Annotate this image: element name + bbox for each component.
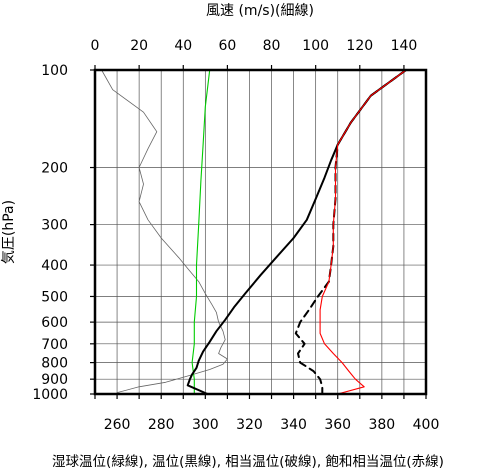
series-line-wind xyxy=(101,69,228,394)
series-line-dashed xyxy=(294,69,408,395)
series-line-solid xyxy=(191,69,211,395)
top-axis-tick-label: 100 xyxy=(302,38,329,54)
y-axis-tick-label: 300 xyxy=(41,218,68,234)
bottom-axis-tick-label: 280 xyxy=(148,417,175,433)
bottom-axis-tick-label: 360 xyxy=(324,417,351,433)
series-line-solid xyxy=(319,69,407,395)
y-axis-tick-label: 1000 xyxy=(32,387,68,403)
top-axis-tick-label: 0 xyxy=(91,38,100,54)
tick-marks xyxy=(90,65,427,399)
bottom-axis-tick-label: 400 xyxy=(413,417,440,433)
plot-frame xyxy=(93,68,428,396)
y-axis-tick-label: 700 xyxy=(41,337,68,353)
y-axis-tick-label: 400 xyxy=(41,258,68,274)
y-axis-tick-label: 100 xyxy=(41,63,68,79)
series-lines xyxy=(101,69,408,395)
top-axis-tick-label: 20 xyxy=(130,38,148,54)
top-axis-tick-label: 40 xyxy=(174,38,192,54)
bottom-axis-tick-label: 300 xyxy=(192,417,219,433)
bottom-axis-tick-label: 380 xyxy=(368,417,395,433)
grid-lines xyxy=(95,70,426,394)
y-axis-tick-label: 200 xyxy=(41,161,68,177)
series-line-solid-thick xyxy=(186,69,408,395)
y-axis-tick-label: 500 xyxy=(41,289,68,305)
y-axis-label: 気圧(hPa) xyxy=(1,200,17,264)
tick-labels: 0 20 40 60 80 100 120 140 260 280 300 320 340 360 380 4… xyxy=(32,38,439,433)
top-axis-tick-label: 60 xyxy=(218,38,236,54)
y-axis-tick-label: 600 xyxy=(41,315,68,331)
top-axis-tick-label: 140 xyxy=(391,38,418,54)
bottom-axis-label: 湿球温位(緑線), 温位(黒線), 相当温位(破線), 飽和相当温位(赤線) xyxy=(52,454,444,470)
top-axis-tick-label: 120 xyxy=(346,38,373,54)
top-axis-tick-label: 80 xyxy=(263,38,281,54)
y-axis-tick-label: 900 xyxy=(41,372,68,388)
bottom-axis-tick-label: 340 xyxy=(280,417,307,433)
bottom-axis-tick-label: 320 xyxy=(236,417,263,433)
bottom-axis-tick-label: 260 xyxy=(104,417,131,433)
y-axis-tick-label: 800 xyxy=(41,356,68,372)
top-axis-label: 風速 (m/s)(細線) xyxy=(206,3,314,19)
